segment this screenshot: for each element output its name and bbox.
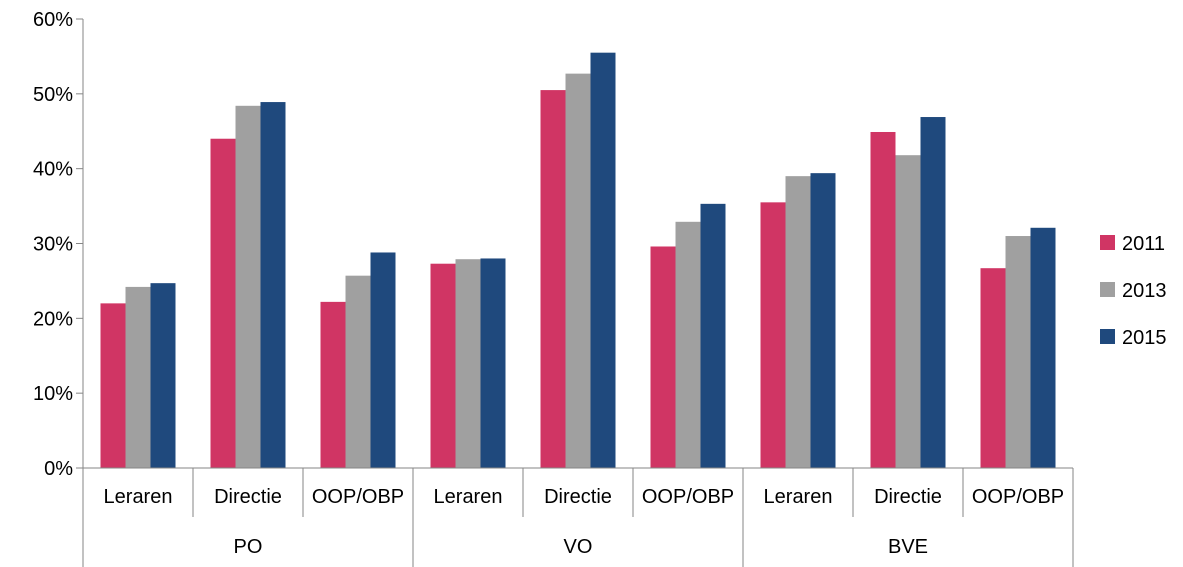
- bar-2013: [345, 275, 371, 468]
- bar-2011: [980, 268, 1006, 468]
- y-axis: 0% 10% 20% 30% 40% 50% 60%: [33, 9, 84, 480]
- bar-2013: [235, 105, 261, 468]
- x-category-label: Leraren: [434, 486, 503, 508]
- bar-2011: [650, 246, 676, 468]
- x-category-label: Directie: [214, 486, 282, 508]
- legend-label: 2015: [1122, 327, 1167, 349]
- x-axis: Leraren Directie OOP/OBP PO Leraren Directie O…: [82, 467, 1074, 567]
- bar-2015: [700, 203, 726, 469]
- bar-2011: [870, 131, 896, 468]
- bar-2015: [920, 117, 946, 468]
- bars: [100, 52, 1056, 469]
- bar-2013: [675, 221, 701, 468]
- legend-swatch: [1100, 282, 1115, 297]
- x-category-label: OOP/OBP: [312, 486, 404, 508]
- bar-2011: [100, 303, 126, 468]
- bar-2015: [370, 252, 396, 468]
- legend: 2011 2013 2015: [1100, 233, 1167, 349]
- bar-2013: [895, 155, 921, 469]
- x-category-label: Leraren: [764, 486, 833, 508]
- legend-swatch: [1100, 235, 1115, 250]
- x-category-label: Leraren: [104, 486, 173, 508]
- bar-2013: [565, 73, 591, 469]
- bar-2015: [1030, 227, 1056, 468]
- bar-2011: [320, 301, 346, 468]
- legend-swatch: [1100, 329, 1115, 344]
- bar-2011: [430, 263, 456, 468]
- y-tick-label: 60%: [33, 9, 73, 31]
- legend-label: 2013: [1122, 280, 1167, 302]
- bar-2013: [785, 176, 811, 468]
- y-tick-label: 20%: [33, 308, 73, 330]
- x-group-label: VO: [564, 536, 593, 558]
- bar-2015: [590, 52, 616, 469]
- x-category-label: Directie: [544, 486, 612, 508]
- legend-label: 2011: [1122, 233, 1165, 255]
- bar-2015: [480, 258, 506, 468]
- bar-2013: [455, 259, 481, 468]
- x-category-label: OOP/OBP: [642, 486, 734, 508]
- bar-2011: [540, 90, 566, 468]
- bar-2011: [210, 138, 236, 468]
- x-group-label: BVE: [888, 536, 928, 558]
- x-category-label: Directie: [874, 486, 942, 508]
- y-tick-label: 40%: [33, 159, 73, 181]
- y-tick-label: 0%: [44, 458, 73, 480]
- x-category-label: OOP/OBP: [972, 486, 1064, 508]
- bar-2011: [760, 202, 786, 468]
- bar-2015: [260, 102, 286, 468]
- bar-2015: [150, 283, 176, 468]
- y-tick-label: 30%: [33, 234, 73, 256]
- y-tick-label: 50%: [33, 84, 73, 106]
- bar-2013: [125, 286, 151, 468]
- x-group-label: PO: [234, 536, 263, 558]
- y-tick-label: 10%: [33, 383, 73, 405]
- bar-2015: [810, 173, 836, 468]
- bar-2013: [1005, 236, 1031, 468]
